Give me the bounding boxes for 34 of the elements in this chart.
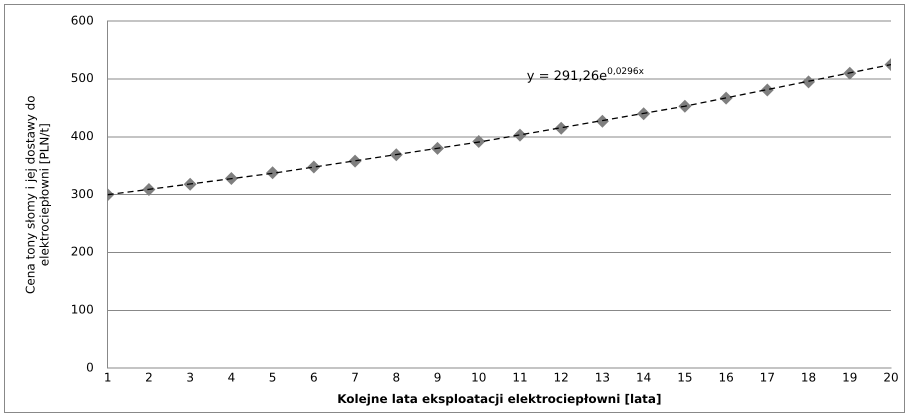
x-tick-label: 5 [268,370,276,385]
x-tick-label: 17 [760,370,775,385]
x-tick-label: 9 [434,370,442,385]
x-tick-label: 2 [145,370,153,385]
y-tick-label: 500 [70,71,94,86]
x-tick-label: 1 [104,370,112,385]
x-tick-label: 4 [228,370,236,385]
x-tick-label: 6 [310,370,318,385]
x-tick-label: 18 [800,370,816,385]
x-tick-label: 7 [351,370,359,385]
x-tick-label: 20 [883,370,899,385]
y-tick-label: 300 [70,186,94,201]
point [678,100,692,113]
x-tick-label: 10 [471,370,486,385]
y-tick-label: 100 [70,302,94,316]
x-tick-label: 15 [677,370,693,385]
x-tick-label: 19 [842,370,858,385]
point [142,182,156,196]
x-tick-label: 11 [512,370,528,385]
x-tick-label: 8 [392,370,400,385]
point [431,142,444,155]
point [184,178,197,191]
y-tick-label: 400 [70,128,94,143]
y-axis-title: Cena tony słomy i jej dostawy do elektrociepłowni [PLN/t] [23,95,52,294]
x-tick-label: 14 [636,370,652,385]
y-tick-label: 200 [70,244,94,259]
x-tick-label: 13 [594,370,610,385]
point [637,107,650,120]
x-tick-label: 3 [186,370,194,385]
x-tick-label: 16 [718,370,734,385]
x-tick-label: 12 [554,370,569,385]
x-axis-title: Kolejne lata eksploatacji elektrociepłowni [lata] [337,392,662,406]
y-tick-label: 0 [86,360,94,374]
y-tick-label: 600 [70,13,94,28]
